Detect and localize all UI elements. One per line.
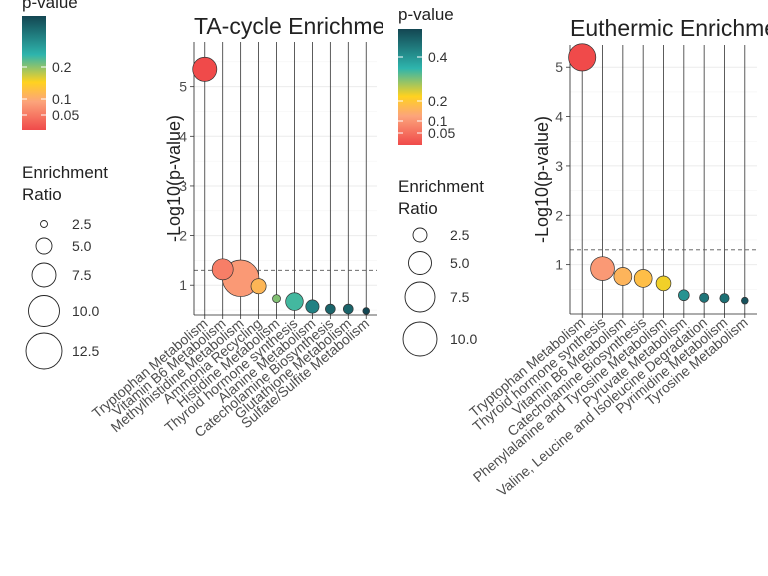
data-point — [699, 292, 710, 303]
size-legend-label: 10.0 — [450, 331, 477, 347]
color-legend-label: 0.2 — [52, 59, 72, 75]
y-tick-label: 4 — [179, 128, 187, 144]
y-tick-label: 3 — [179, 178, 187, 194]
data-point — [305, 299, 320, 314]
data-point — [325, 303, 336, 315]
color-legend-title: p-value — [398, 5, 454, 24]
color-legend-label: 0.1 — [428, 113, 448, 129]
size-legend-label: 7.5 — [72, 267, 92, 283]
y-tick-label: 2 — [555, 207, 563, 223]
size-legend-label: 5.0 — [450, 255, 470, 271]
category-lines — [581, 45, 746, 314]
size-legend-key — [404, 281, 436, 313]
size-legend-key — [408, 251, 432, 275]
size-legend-label: 7.5 — [450, 289, 470, 305]
size-legend-key — [412, 227, 428, 243]
color-legend-label: 0.1 — [52, 91, 72, 107]
size-legend-key — [25, 332, 63, 370]
y-axis-title: -Log10(p-value) — [532, 116, 552, 243]
y-tick-label: 5 — [179, 79, 187, 95]
y-tick-label: 5 — [555, 59, 563, 75]
data-point — [678, 289, 690, 302]
size-legend-title: Ratio — [22, 185, 62, 204]
data-point — [211, 258, 234, 281]
color-legend-label: 0.05 — [52, 107, 79, 123]
data-point — [568, 43, 597, 72]
size-legend-title: Ratio — [398, 199, 438, 218]
legend: p-value 0.2 0.10.05 Enrichment Ratio 2.5 5.0 7.… — [22, 0, 108, 370]
y-ticks: 1 2 3 4 5 — [555, 59, 570, 273]
color-legend-label: 0.4 — [428, 49, 448, 65]
data-point — [342, 303, 354, 315]
data-point — [272, 294, 281, 303]
size-legend-key — [402, 321, 438, 357]
data-point — [590, 256, 615, 281]
chart-title: TA-cycle Enrichment — [194, 13, 405, 39]
data-point — [741, 296, 749, 305]
y-tick-label: 2 — [179, 228, 187, 244]
y-tick-label: 1 — [179, 277, 187, 293]
size-legend-key — [28, 295, 60, 327]
data-point — [613, 267, 633, 286]
size-legend-title: Enrichment — [22, 163, 108, 182]
color-legend-bar — [398, 29, 422, 145]
size-legend-key — [35, 237, 53, 255]
category-lines — [204, 42, 367, 315]
y-axis-title: -Log10(p-value) — [164, 115, 184, 242]
color-legend-title: p-value — [22, 0, 78, 12]
y-tick-label: 4 — [555, 109, 563, 125]
color-legend-label: 0.05 — [428, 125, 455, 141]
data-point — [192, 56, 218, 82]
size-legend-key — [31, 262, 57, 288]
size-legend-label: 5.0 — [72, 238, 92, 254]
chart-title: Euthermic Enrichment — [570, 15, 768, 41]
color-legend-bar — [22, 16, 46, 130]
data-point — [250, 278, 267, 295]
data-point — [633, 269, 653, 288]
size-legend-label: 2.5 — [72, 216, 92, 232]
data-point — [655, 275, 672, 292]
size-legend-key — [40, 220, 48, 228]
legend: p-value 0.4 0.2 0.10.05 Enrichment Ratio 2.5 5.… — [398, 5, 484, 357]
y-tick-label: 3 — [555, 158, 563, 174]
y-ticks: 1 2 3 4 5 — [179, 79, 194, 293]
y-tick-label: 1 — [555, 257, 563, 273]
data-point — [719, 293, 730, 304]
data-points — [568, 43, 749, 305]
size-legend-title: Enrichment — [398, 177, 484, 196]
data-point — [285, 292, 304, 311]
data-point — [362, 307, 370, 315]
size-legend-label: 10.0 — [72, 303, 99, 319]
size-legend-label: 12.5 — [72, 343, 99, 359]
data-points — [192, 56, 370, 315]
size-legend-label: 2.5 — [450, 227, 470, 243]
color-legend-label: 0.2 — [428, 93, 448, 109]
